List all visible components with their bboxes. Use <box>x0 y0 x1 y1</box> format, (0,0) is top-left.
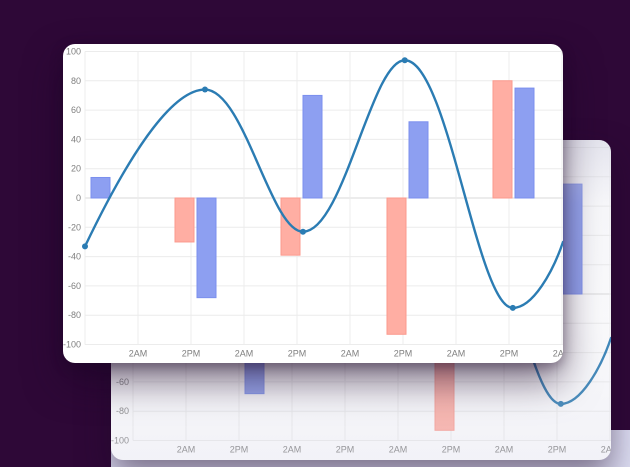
combo-chart: 100 80 60 40 20 0 -20 -40 -60 -80 -100 2AM 2PM 2AM 2PM… <box>63 46 563 359</box>
y-axis-tick-label: 20 <box>71 164 81 174</box>
x-axis-tick-label: 2AM <box>389 445 408 455</box>
line-marker <box>82 243 88 250</box>
y-axis-tick-label: -100 <box>111 436 129 446</box>
bar-periwinkle <box>562 183 583 295</box>
y-axis-tick-label: 40 <box>71 134 81 144</box>
y-axis-tick-label: -40 <box>68 252 81 262</box>
bar-periwinkle <box>302 94 323 199</box>
y-axis-tick-label: -60 <box>68 281 81 291</box>
x-axis-tick-label: 2PM <box>394 349 413 359</box>
line-marker <box>509 304 516 311</box>
x-axis-tick-label: 2PM <box>288 349 307 359</box>
line-marker <box>299 228 306 235</box>
x-axis-tick-label: 2AM <box>177 445 196 455</box>
line-marker <box>201 86 208 93</box>
x-axis-tick-label: 2PM <box>442 445 461 455</box>
y-axis-tick-label: 80 <box>71 76 81 86</box>
x-axis-tick-label: 2PM <box>500 349 519 359</box>
x-axis-tick-label: 2PM <box>548 445 567 455</box>
x-axis-tick-label: 2AM <box>447 349 466 359</box>
y-axis-tick-label: -100 <box>63 340 81 350</box>
y-axis-tick-label: -60 <box>116 377 129 387</box>
x-axis-tick-label: 2AM <box>235 349 254 359</box>
trend-line <box>83 59 563 310</box>
y-axis-tick-label: 0 <box>76 193 81 203</box>
bar-salmon <box>386 197 407 335</box>
bar-salmon <box>174 197 195 243</box>
y-axis-tick-label: -20 <box>68 222 81 232</box>
x-axis-tick-label: 2AM <box>283 445 302 455</box>
x-axis-tick-label: 2PM <box>230 445 249 455</box>
bar-periwinkle <box>408 121 429 199</box>
x-axis-tick-label: 2AM <box>495 445 514 455</box>
y-axis-tick-label: 100 <box>66 46 81 56</box>
line-marker <box>557 400 564 407</box>
x-axis-tick-label: 2PM <box>182 349 201 359</box>
line-marker <box>401 57 408 64</box>
bar-salmon <box>492 80 513 199</box>
bar-periwinkle <box>90 176 111 199</box>
x-axis-tick-label: 2AM <box>601 445 611 455</box>
y-axis-tick-label: -80 <box>68 310 81 320</box>
x-axis-tick-label: 2AM <box>341 349 360 359</box>
y-axis-tick-label: 60 <box>71 105 81 115</box>
combo-chart-front-host: 100 80 60 40 20 0 -20 -40 -60 -80 -100 2AM 2PM 2AM 2PM… <box>63 44 563 363</box>
y-axis-tick-label: -80 <box>116 406 129 416</box>
bar-periwinkle <box>514 87 535 199</box>
x-axis-tick-label: 2AM <box>129 349 148 359</box>
x-axis-tick-label: 2PM <box>336 445 355 455</box>
stacked-card-front: 100 80 60 40 20 0 -20 -40 -60 -80 -100 2AM 2PM 2AM 2PM… <box>63 44 563 363</box>
bar-periwinkle <box>196 197 217 299</box>
